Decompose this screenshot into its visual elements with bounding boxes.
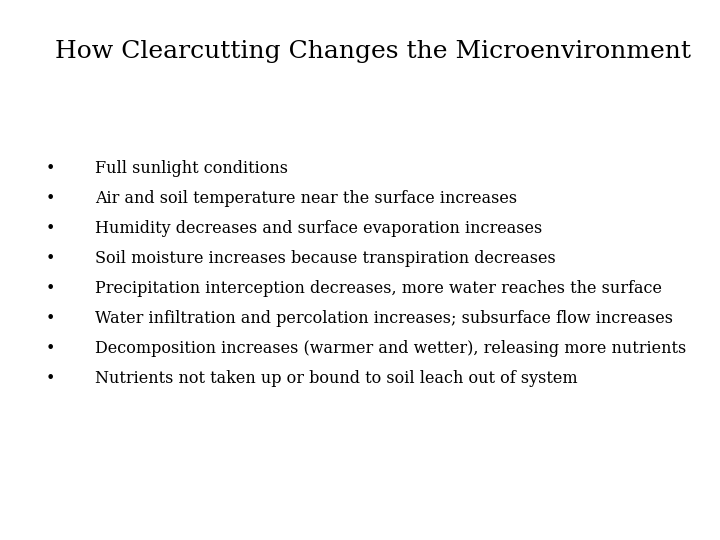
Text: Air and soil temperature near the surface increases: Air and soil temperature near the surfac… <box>95 190 517 207</box>
Text: •: • <box>45 220 55 237</box>
Text: Precipitation interception decreases, more water reaches the surface: Precipitation interception decreases, mo… <box>95 280 662 297</box>
Text: •: • <box>45 160 55 177</box>
Text: Decomposition increases (warmer and wetter), releasing more nutrients: Decomposition increases (warmer and wett… <box>95 340 686 357</box>
Text: Humidity decreases and surface evaporation increases: Humidity decreases and surface evaporati… <box>95 220 542 237</box>
Text: Nutrients not taken up or bound to soil leach out of system: Nutrients not taken up or bound to soil … <box>95 370 577 387</box>
Text: •: • <box>45 190 55 207</box>
Text: •: • <box>45 310 55 327</box>
Text: •: • <box>45 340 55 357</box>
Text: Full sunlight conditions: Full sunlight conditions <box>95 160 288 177</box>
Text: •: • <box>45 280 55 297</box>
Text: Soil moisture increases because transpiration decreases: Soil moisture increases because transpir… <box>95 250 556 267</box>
Text: How Clearcutting Changes the Microenvironment: How Clearcutting Changes the Microenviro… <box>55 40 691 63</box>
Text: •: • <box>45 250 55 267</box>
Text: •: • <box>45 370 55 387</box>
Text: Water infiltration and percolation increases; subsurface flow increases: Water infiltration and percolation incre… <box>95 310 673 327</box>
